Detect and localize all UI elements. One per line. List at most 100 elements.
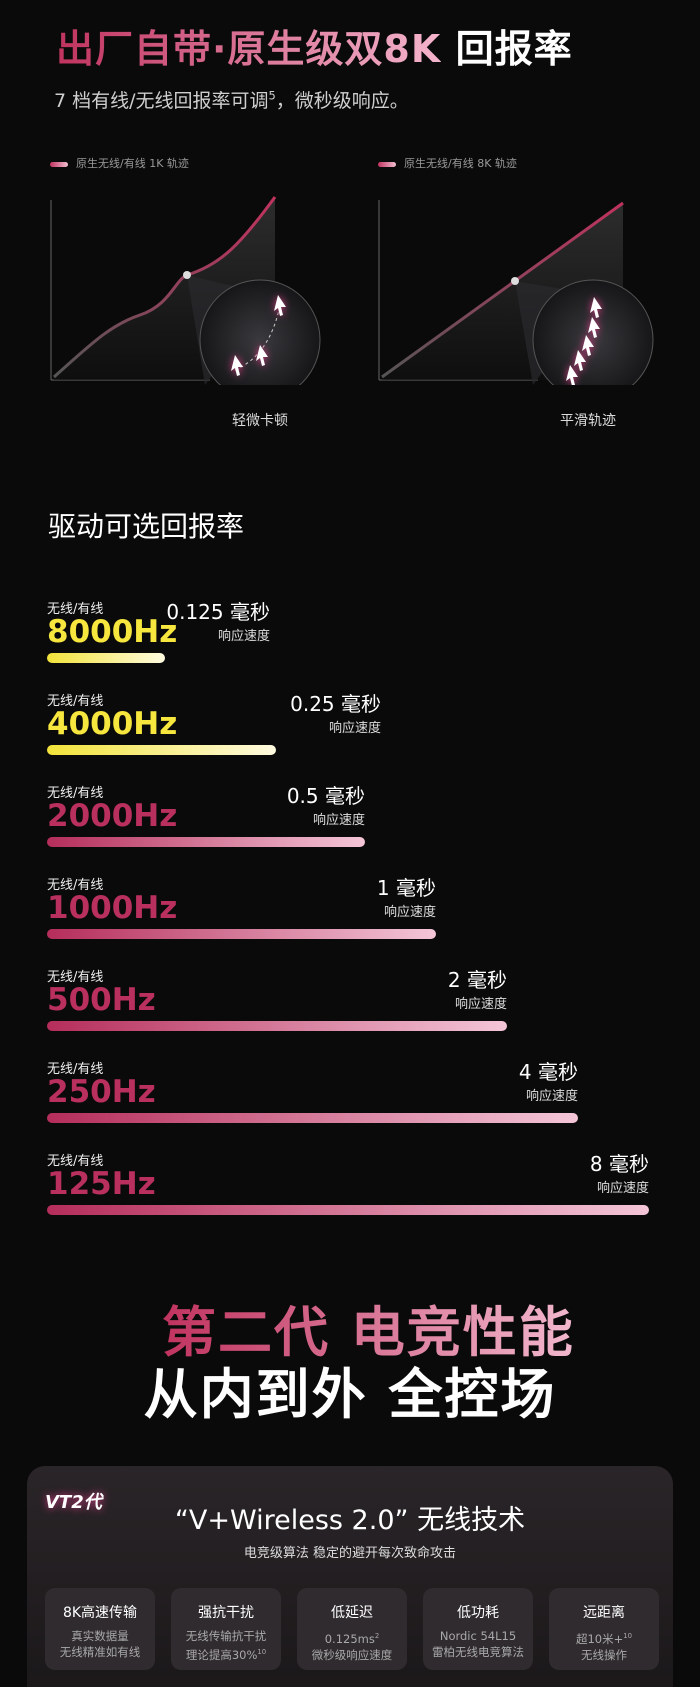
card-subtitle: 电竞级算法 稳定的避开每次致命攻击 xyxy=(243,1546,457,1561)
mode: 无线/有线 xyxy=(47,1062,104,1077)
trajectory-graphic xyxy=(378,200,654,385)
bar xyxy=(47,745,276,755)
feature-desc: 真实数据量无线精准如有线 xyxy=(45,1628,155,1660)
latency-value: 2 毫秒 xyxy=(447,968,507,992)
latency-label: 响应速度 xyxy=(328,721,381,736)
latency-label: 响应速度 xyxy=(312,813,365,828)
feature-text: 0.125ms xyxy=(324,1631,375,1646)
section-title: 驱动可选回报率 xyxy=(48,510,245,543)
latency: 1 毫秒响应速度 xyxy=(377,872,436,920)
footnote: 5 xyxy=(268,88,276,103)
bar xyxy=(47,1205,649,1215)
latency-label: 响应速度 xyxy=(454,997,507,1012)
feature-text: 无线传输抗干扰 xyxy=(185,1629,267,1643)
latency: 0.5 毫秒响应速度 xyxy=(287,780,365,828)
feature-line: 理论提高30%10 xyxy=(171,1644,281,1663)
latency-value: 8 毫秒 xyxy=(589,1152,649,1176)
slogan: 从内到外 全控场 xyxy=(143,1363,557,1426)
feature-text: 微秒级响应速度 xyxy=(311,1647,393,1662)
rate: 1000Hz xyxy=(47,890,178,926)
slogan: 第二代 电竞性能 xyxy=(162,1288,575,1367)
bar xyxy=(47,1113,578,1123)
legend: 原生无线/有线 8K 轨迹 xyxy=(378,155,517,171)
bar xyxy=(47,1021,507,1031)
feature: 远距离 超10米+10 无线操作 xyxy=(549,1588,659,1670)
latency: 0.125 毫秒响应速度 xyxy=(166,596,270,644)
rate-row: 无线/有线 125Hz 8 毫秒响应速度 xyxy=(47,1150,667,1242)
feature-text: 无线操作 xyxy=(581,1647,627,1662)
latency-value: 0.25 毫秒 xyxy=(290,692,381,716)
feature-text: 雷柏无线电竞算法 xyxy=(432,1645,524,1659)
legend-text: 原生无线/有线 1K 轨迹 xyxy=(76,157,189,170)
mode: 无线/有线 xyxy=(47,786,104,801)
mode: 无线/有线 xyxy=(47,694,104,709)
feature-card: VT2代 “V+Wireless 2.0” 无线技术 电竞级算法 稳定的避开每次… xyxy=(27,1466,673,1687)
latency-value: 0.5 毫秒 xyxy=(286,784,365,808)
latency: 2 毫秒响应速度 xyxy=(448,964,507,1012)
feature-line: 超10米+10 xyxy=(549,1628,659,1647)
subtitle-end: ，微秒级响应。 xyxy=(275,90,409,112)
feature-desc: 0.125ms2 微秒级响应速度 xyxy=(297,1628,407,1663)
mode: 无线/有线 xyxy=(47,970,104,985)
comparison-chart: 原生无线/有线 1K 轨迹 轻微卡顿 xyxy=(50,155,350,435)
bar xyxy=(47,837,365,847)
subtitle-text: 7 档有线/无线回报率可调 xyxy=(54,90,269,112)
latency-value: 4 毫秒 xyxy=(518,1060,578,1084)
feature-title: 远距离 xyxy=(583,1605,625,1621)
latency-label: 响应速度 xyxy=(383,905,436,920)
feature-title: 低功耗 xyxy=(457,1605,499,1621)
legend: 原生无线/有线 1K 轨迹 xyxy=(50,155,189,171)
feature: 低延迟 0.125ms2 微秒级响应速度 xyxy=(297,1588,407,1670)
latency-label: 响应速度 xyxy=(596,1181,649,1196)
feature-desc: 超10米+10 无线操作 xyxy=(549,1628,659,1663)
card-title: “V+Wireless 2.0” 无线技术 xyxy=(174,1505,526,1536)
latency: 0.25 毫秒响应速度 xyxy=(290,688,381,736)
mode: 无线/有线 xyxy=(47,1154,104,1169)
caption: 平滑轨迹 xyxy=(560,413,616,429)
rate-row: 无线/有线 500Hz 2 毫秒 响应速度 xyxy=(47,966,667,1058)
latency-label: 响应速度 xyxy=(217,629,270,644)
rate: 125Hz xyxy=(47,1166,156,1202)
feature-line: 微秒级响应速度 xyxy=(297,1647,407,1663)
feature-text: 理论提高30% xyxy=(185,1647,258,1662)
feature-line: 无线传输抗干扰 xyxy=(171,1628,281,1644)
rate: 8000Hz xyxy=(47,614,178,650)
latency: 4 毫秒响应速度 xyxy=(519,1056,578,1104)
feature-line: 无线精准如有线 xyxy=(45,1644,155,1660)
feature-text: Nordic 54L15 xyxy=(439,1629,517,1643)
feature-desc: Nordic 54L15 雷柏无线电竞算法 xyxy=(423,1628,533,1660)
title: 出厂自带·原生级双8K 回报率 xyxy=(56,18,573,73)
feature-text: 超10米+ xyxy=(575,1631,624,1646)
rate-row: 无线/有线 4000Hz 0.25 毫秒响应速度 xyxy=(47,690,667,782)
footnote: 10 xyxy=(623,1632,633,1640)
rate-row: 无线/有线 250Hz 4 毫秒 响应速度 xyxy=(47,1058,667,1150)
mode: 无线/有线 xyxy=(47,878,104,893)
feature-line: 真实数据量 xyxy=(45,1628,155,1644)
feature-text: 无线精准如有线 xyxy=(59,1645,141,1659)
latency-value: 1 毫秒 xyxy=(376,876,436,900)
subtitle: 7 档有线/无线回报率可调5，微秒级响应。 xyxy=(54,86,409,113)
rate-row: 无线/有线 8000Hz 0.125 毫秒响应速度 xyxy=(47,598,667,690)
feature-line: Nordic 54L15 xyxy=(423,1628,533,1644)
bar xyxy=(47,929,436,939)
trajectory-graphic xyxy=(50,196,321,385)
latency-label: 响应速度 xyxy=(525,1089,578,1104)
feature: 8K高速传输 真实数据量无线精准如有线 xyxy=(45,1588,155,1670)
footnote: 2 xyxy=(374,1632,380,1640)
rate: 4000Hz xyxy=(47,706,178,742)
rate-row: 无线/有线 2000Hz 0.5 毫秒 响应速度 xyxy=(47,782,667,874)
logo: VT2代 xyxy=(45,1492,102,1513)
mode: 无线/有线 xyxy=(47,602,104,617)
feature-text: 真实数据量 xyxy=(71,1629,129,1643)
caption: 轻微卡顿 xyxy=(232,413,288,429)
feature-title: 8K高速传输 xyxy=(62,1605,138,1621)
title-highlight: 出厂自带·原生级双8K xyxy=(56,27,442,71)
footnote: 10 xyxy=(257,1648,267,1656)
comparison-chart: 原生无线/有线 8K 轨迹 平滑轨迹 xyxy=(378,155,678,435)
feature-line: 0.125ms2 xyxy=(297,1628,407,1647)
bar xyxy=(47,653,165,663)
feature-desc: 无线传输抗干扰 理论提高30%10 xyxy=(171,1628,281,1663)
latency: 8 毫秒响应速度 xyxy=(590,1148,649,1196)
latency-value: 0.125 毫秒 xyxy=(166,600,270,624)
